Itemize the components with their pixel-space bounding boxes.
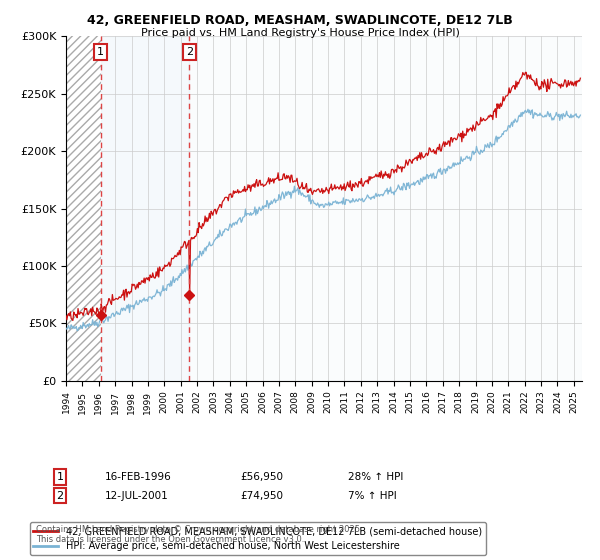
Text: 1: 1 (97, 46, 104, 57)
Text: £74,950: £74,950 (240, 491, 283, 501)
Text: 42, GREENFIELD ROAD, MEASHAM, SWADLINCOTE, DE12 7LB: 42, GREENFIELD ROAD, MEASHAM, SWADLINCOT… (87, 14, 513, 27)
Text: 28% ↑ HPI: 28% ↑ HPI (348, 472, 403, 482)
Text: Contains HM Land Registry data © Crown copyright and database right 2025.
This d: Contains HM Land Registry data © Crown c… (36, 525, 362, 544)
Text: Price paid vs. HM Land Registry's House Price Index (HPI): Price paid vs. HM Land Registry's House … (140, 28, 460, 38)
Text: 1: 1 (56, 472, 64, 482)
Text: 16-FEB-1996: 16-FEB-1996 (105, 472, 172, 482)
Text: £56,950: £56,950 (240, 472, 283, 482)
Text: 12-JUL-2001: 12-JUL-2001 (105, 491, 169, 501)
Bar (101, 36, 190, 381)
Bar (190, 36, 582, 381)
Legend: 42, GREENFIELD ROAD, MEASHAM, SWADLINCOTE, DE12 7LB (semi-detached house), HPI: : 42, GREENFIELD ROAD, MEASHAM, SWADLINCOT… (29, 522, 485, 555)
Bar (66, 36, 101, 381)
Text: 7% ↑ HPI: 7% ↑ HPI (348, 491, 397, 501)
Text: 2: 2 (186, 46, 193, 57)
Text: 2: 2 (56, 491, 64, 501)
